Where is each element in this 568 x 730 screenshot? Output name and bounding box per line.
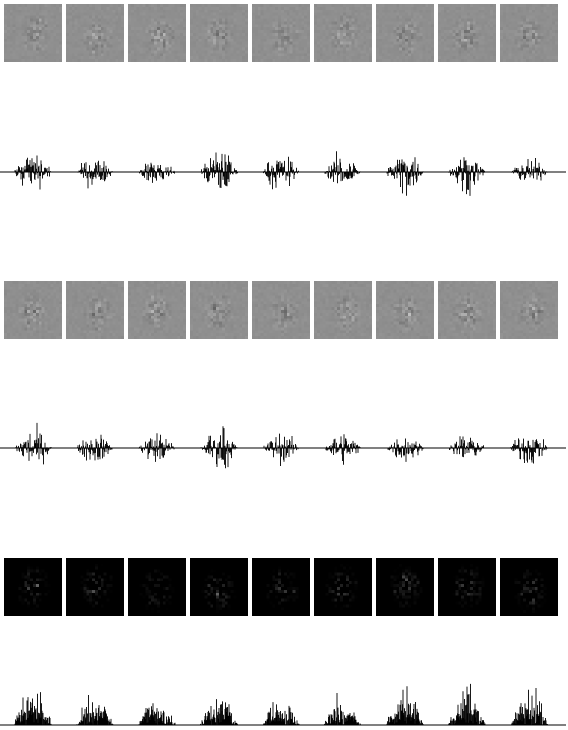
thumbnail-image [438, 558, 496, 616]
signal-trace [448, 157, 486, 196]
thumbnail-image [128, 4, 186, 62]
signal-trace [262, 433, 300, 466]
signal-trace [510, 438, 548, 464]
thumbnail-row [0, 281, 568, 339]
thumbnail-image [314, 4, 372, 62]
signal-trace [386, 438, 424, 462]
signal-trace [262, 156, 300, 190]
signal-trace [448, 436, 486, 458]
signal-trace [324, 434, 362, 465]
signal-row [0, 110, 568, 230]
signal-plot [0, 683, 566, 726]
signal-trace [200, 699, 238, 725]
signal-trace [510, 158, 548, 181]
thumbnail-image [438, 4, 496, 62]
signal-trace [76, 695, 114, 725]
signal-trace [138, 433, 176, 462]
signal-trace [14, 692, 52, 725]
thumbnail-image [190, 281, 248, 339]
thumbnail-image [376, 558, 434, 616]
signal-row [0, 668, 568, 730]
signal-trace [324, 693, 362, 725]
signal-trace [448, 683, 486, 725]
thumbnail-image [66, 558, 124, 616]
signal-trace [138, 703, 176, 725]
thumbnail-image [4, 281, 62, 339]
thumbnail-image [252, 281, 310, 339]
thumbnail-image [128, 558, 186, 616]
signal-trace [200, 426, 238, 469]
signal-trace [76, 434, 114, 461]
signal-trace [138, 162, 176, 183]
thumbnail-image [376, 281, 434, 339]
signal-trace [76, 160, 114, 189]
thumbnail-row [0, 558, 568, 616]
thumbnail-image [376, 4, 434, 62]
signal-trace [14, 155, 52, 190]
signal-plot [0, 422, 566, 469]
thumbnail-image [500, 4, 558, 62]
thumbnail-image [128, 281, 186, 339]
signal-trace [262, 702, 300, 725]
thumbnail-image [66, 4, 124, 62]
thumbnail-image [4, 4, 62, 62]
thumbnail-image [4, 558, 62, 616]
thumbnail-image [314, 281, 372, 339]
thumbnail-row [0, 4, 568, 62]
signal-trace [324, 151, 362, 184]
signal-trace [386, 157, 424, 196]
signal-row [0, 380, 568, 510]
signal-plot [0, 151, 566, 196]
signal-trace [14, 422, 52, 465]
thumbnail-image [500, 281, 558, 339]
thumbnail-image [190, 4, 248, 62]
thumbnail-image [500, 558, 558, 616]
thumbnail-image [252, 558, 310, 616]
signal-trace [386, 686, 424, 725]
thumbnail-image [252, 4, 310, 62]
signal-trace [200, 152, 238, 188]
thumbnail-image [190, 558, 248, 616]
signal-trace [510, 688, 548, 725]
thumbnail-image [438, 281, 496, 339]
thumbnail-image [314, 558, 372, 616]
thumbnail-image [66, 281, 124, 339]
